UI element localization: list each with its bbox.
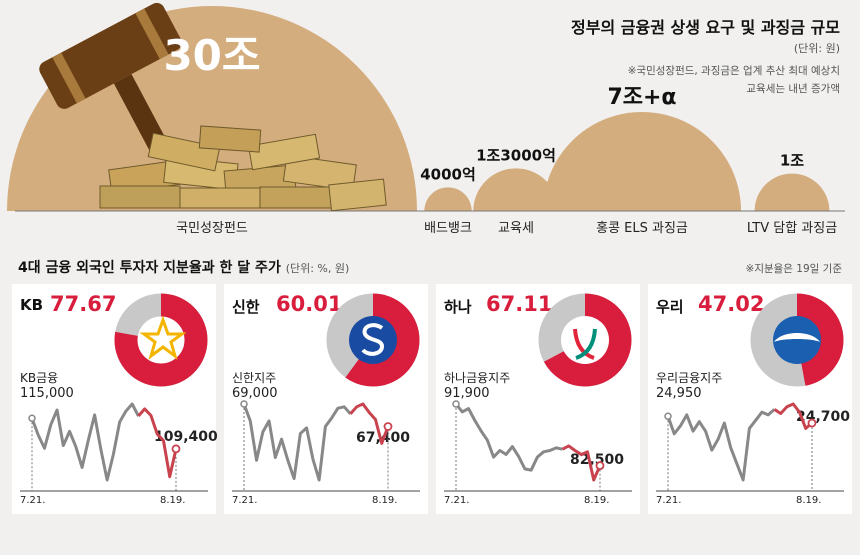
bubble-4 [754,173,830,211]
money-bundles-illustration [99,125,387,212]
shinhan-plot [232,293,420,492]
start-point [452,400,460,408]
bank-name: 신한 [232,298,260,316]
donut-share [326,293,420,387]
date-start: 7.21. [20,495,46,506]
bubble-3 [542,111,742,211]
kb-plot [20,293,208,492]
bubble-4-name-label: LTV 담합 과징금 [747,221,837,236]
start-point [28,414,36,422]
date-end: 8.19. [796,495,822,506]
share-value: 77.67 [50,292,117,316]
card-hana: 하나 67.11 하나금융지주 91,900 82,500 7.21. 8.19… [436,284,640,514]
price-line-recent [773,402,813,430]
bubble-2 [473,168,559,211]
price-line-recent [349,402,390,445]
bubble-chart-title: 정부의 금융권 상생 요구 및 과징금 규모 [571,18,840,37]
bubble-1 [424,187,472,211]
bubble-4-value-label: 1조 [780,152,804,170]
bank-name: 우리 [656,298,684,316]
bubble-chart-unit: (단위: 원) [793,42,840,55]
start-point [664,412,672,420]
company-name: 신한지주 [232,371,277,385]
bubble-1-name-label: 배드뱅크 [424,221,472,236]
price-line-recent [137,407,178,479]
donut-share [538,293,632,387]
donut-share [750,293,844,387]
price-start-label: 91,900 [444,386,490,401]
date-start: 7.21. [656,495,682,506]
card-kb: KB 77.67 KB금융 115,000 109,400 7.21. 8.19… [12,284,218,514]
end-point [807,418,817,428]
section-unit: (단위: %, 원) [285,262,350,275]
share-value: 67.11 [486,292,553,316]
hana-plot [444,293,632,492]
section-note: ※지분율은 19일 기준 [745,263,842,275]
donut-share [114,293,208,387]
card-shinhan: 신한 60.01 신한지주 69,000 67,400 7.21. 8.19. [224,284,428,514]
price-line [242,403,352,482]
section-title: 4대 금융 외국인 투자자 지분율과 한 달 주가 (단위: %, 원) [18,260,350,276]
date-end: 8.19. [160,495,186,506]
share-value: 47.02 [698,292,765,316]
bubble-0-name-label: 국민성장펀드 [176,221,248,236]
bubble-2-value-label: 1조3000억 [476,146,556,164]
bubble-chart-note-1: ※국민성장펀드, 과징금은 업계 추산 최대 예상치 [627,65,840,77]
price-line [666,408,776,482]
woori-plot [656,293,844,492]
shinhan-s-logo [349,316,397,364]
card-woori: 우리 47.02 우리금융지주 24,950 24,700 7.21. 8.19… [648,284,852,514]
price-end-label: 82,500 [570,452,625,468]
share-value: 60.01 [276,292,343,316]
bubble-chart-note-2: 교육세는 내년 증가액 [746,83,840,95]
bubble-2-name-label: 교육세 [498,221,534,236]
date-start: 7.21. [444,495,470,506]
end-point [595,461,605,470]
start-point [240,400,248,408]
date-end: 8.19. [584,495,610,506]
date-end: 8.19. [372,495,398,506]
price-line [454,403,563,472]
bank-name: KB [20,296,44,314]
company-name: KB금융 [20,371,59,385]
company-name: 하나금융지주 [444,371,511,385]
price-end-label: 109,400 [154,429,218,445]
price-start-label: 69,000 [232,386,278,401]
hana-logo [561,316,609,364]
price-line-recent [561,444,602,482]
price-start-label: 115,000 [20,386,74,401]
company-name: 우리금융지주 [656,371,723,385]
bubble-0-value-label: 30조 [163,31,260,80]
bubble-1-value-label: 4000억 [420,165,476,183]
end-point [383,422,393,431]
end-point [171,444,181,454]
price-start-label: 24,950 [656,386,702,401]
bank-name: 하나 [444,298,472,316]
kb-star-logo [139,315,187,360]
date-start: 7.21. [232,495,258,506]
bubble-3-value-label: 7조+α [607,85,676,110]
bubble-3-name-label: 홍콩 ELS 과징금 [596,221,688,236]
price-line [30,402,140,482]
woori-logo [773,316,821,364]
